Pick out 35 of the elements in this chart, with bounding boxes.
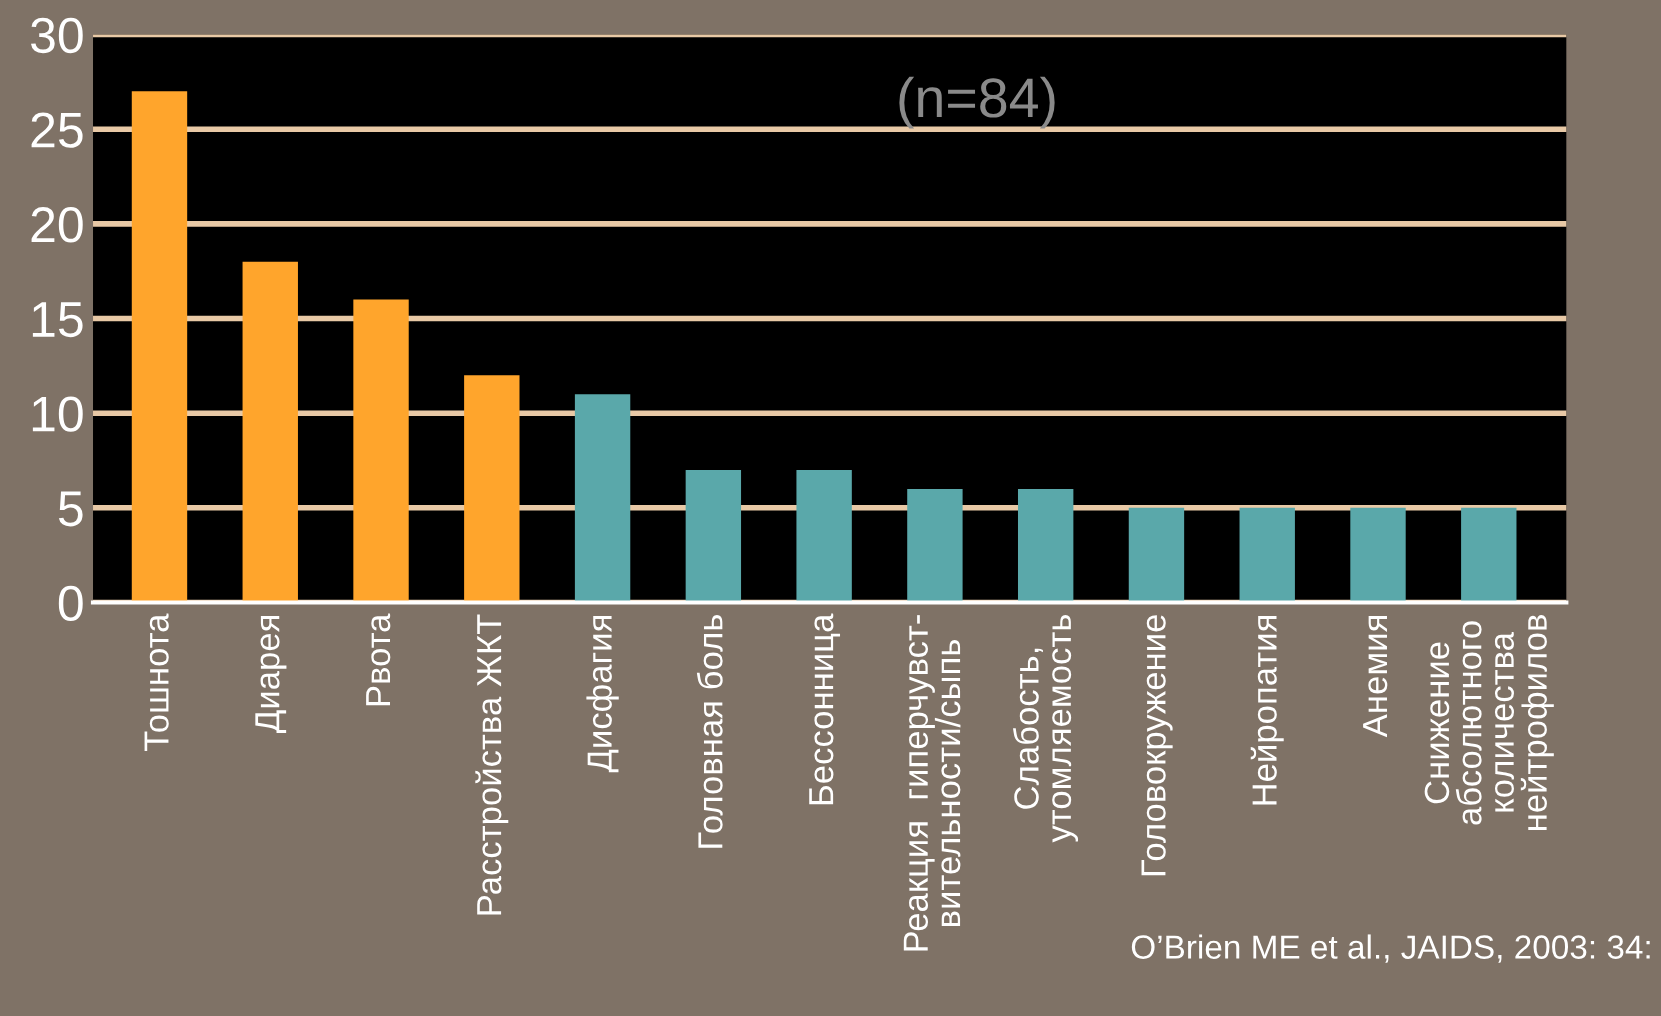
y-tick-label: 5 [58,491,83,527]
text: O’Brien ME et al., JAIDS, 2003: 34: [1131,934,1650,963]
bar [907,488,963,603]
x-tick-label: Рвота [366,613,391,706]
y-tick-label: 30 [30,17,83,54]
x-tick-label: Нейропатия [1250,616,1284,805]
bar [1017,488,1074,603]
y-tick-label: 0 [58,585,83,622]
x-tick-label: Бессонница [809,613,841,805]
x-tick-label: Слабость, утомляемость [1013,615,1079,843]
y-tick-label: 15 [32,302,83,338]
y-tick-label: 20 [31,207,83,243]
bar [685,469,742,603]
x-tick-label: Тошнота [144,613,169,752]
bar [242,261,298,603]
bar [1461,507,1517,603]
bar [1128,507,1185,603]
bar [1239,507,1295,603]
x-tick-label: Реакция гиперчувст- вительности/сыпь [903,615,961,951]
y-tick-label: 25 [31,112,83,148]
x-tick-label: Головокружение [1141,615,1173,876]
x-tick-label: Снижение абсолютного количества нейтрофилов [1424,615,1554,830]
bar [464,375,520,603]
x-tick-label: Дисфагия [586,616,619,773]
x-tick-label: Анемия [1363,616,1388,738]
y-tick-label: 10 [32,396,83,432]
x-tick-label: Головная боль [696,615,723,848]
x-tick-label: Диарея [255,616,287,733]
bar [796,469,852,603]
bar [353,299,409,603]
bar [574,394,631,603]
x-tick-label: Расстройства ЖКТ [475,614,509,915]
bar [131,91,188,603]
bar [1350,507,1406,603]
annotation: (n=84) [899,76,1055,129]
